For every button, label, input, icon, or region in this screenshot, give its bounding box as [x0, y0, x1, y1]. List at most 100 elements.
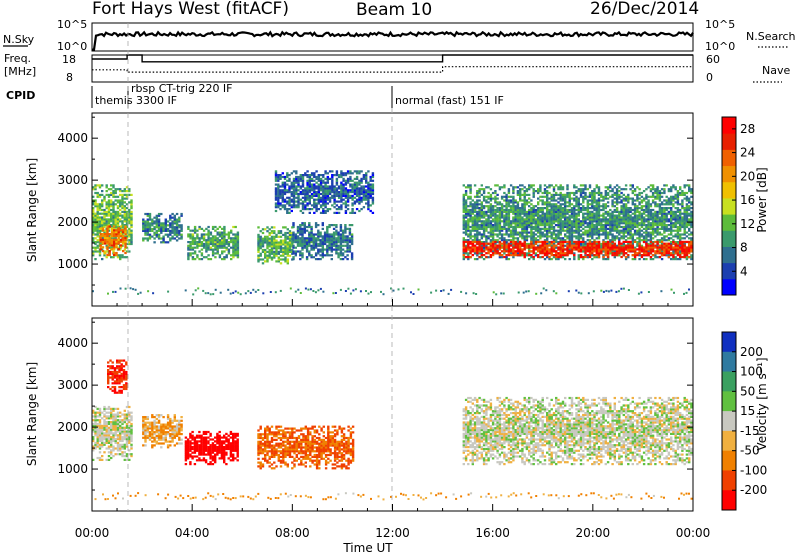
- range-gate-cell: [530, 208, 533, 212]
- range-gate-cell: [672, 239, 675, 242]
- range-gate-cell: [207, 244, 210, 247]
- range-gate-cell: [148, 222, 152, 225]
- range-gate-cell: [279, 174, 282, 177]
- range-gate-cell: [636, 233, 639, 236]
- range-gate-cell: [94, 186, 97, 189]
- range-gate-cell: [110, 244, 114, 247]
- range-gate-cell: [330, 244, 333, 247]
- range-gate-cell: [317, 192, 320, 196]
- range-gate-cell: [151, 229, 154, 232]
- range-gate-cell: [561, 207, 565, 210]
- range-gate-cell: [523, 235, 526, 238]
- range-gate-cell: [541, 216, 544, 219]
- range-gate-cell: [683, 229, 686, 232]
- range-gate-cell: [555, 235, 558, 238]
- range-gate-cell: [656, 190, 659, 193]
- range-gate-cell: [593, 190, 596, 193]
- range-gate-cell: [519, 184, 522, 187]
- range-gate-cell: [110, 214, 113, 217]
- range-gate-cell: [473, 229, 477, 232]
- range-gate-cell: [326, 246, 329, 249]
- range-gate-cell: [505, 199, 508, 202]
- range-gate-cell: [266, 243, 269, 246]
- range-gate-cell: [618, 222, 621, 225]
- range-gate-cell: [505, 241, 508, 244]
- range-gate-cell: [528, 193, 531, 196]
- range-gate-cell: [319, 177, 323, 180]
- range-gate-cell: [476, 254, 479, 257]
- range-gate-cell: [649, 224, 653, 227]
- range-gate-cell: [640, 244, 644, 247]
- range-gate-cell: [564, 199, 567, 202]
- range-gate-cell: [321, 224, 324, 227]
- range-gate-cell: [543, 239, 547, 242]
- range-gate-cell: [310, 196, 314, 199]
- range-gate-cell: [568, 218, 571, 221]
- range-gate-cell: [496, 208, 499, 212]
- range-gate-cell: [564, 233, 567, 236]
- range-gate-cell: [496, 227, 499, 230]
- range-gate-cell: [344, 225, 347, 229]
- range-gate-cell: [561, 256, 565, 259]
- range-gate-cell: [615, 203, 619, 206]
- range-gate-cell: [485, 239, 488, 242]
- range-gate-cell: [214, 244, 217, 247]
- range-gate-cell: [333, 192, 336, 196]
- range-gate-cell: [119, 199, 122, 202]
- range-gate-cell: [333, 200, 336, 203]
- range-gate-cell: [688, 208, 691, 212]
- range-gate-cell: [110, 220, 113, 223]
- range-gate-cell: [119, 218, 122, 221]
- range-gate-cell: [636, 199, 639, 202]
- range-gate-cell: [681, 216, 684, 219]
- range-gate-cell: [160, 212, 163, 216]
- range-gate-cell: [681, 224, 684, 227]
- range-gate-cell: [342, 183, 345, 186]
- range-gate-cell: [180, 214, 183, 217]
- range-gate-cell: [173, 226, 176, 229]
- range-gate-cell: [507, 218, 511, 221]
- range-gate-cell: [555, 224, 558, 227]
- range-gate-cell: [541, 212, 544, 215]
- range-gate-cell: [232, 254, 235, 257]
- range-gate-cell: [516, 252, 520, 255]
- range-gate-cell: [559, 233, 562, 236]
- range-gate-cell: [130, 214, 133, 217]
- range-gate-cell: [473, 207, 477, 210]
- range-gate-cell: [649, 237, 653, 240]
- range-gate-cell: [491, 205, 495, 208]
- range-gate-cell: [303, 229, 306, 232]
- range-gate-cell: [573, 199, 576, 202]
- range-gate-cell: [180, 224, 183, 227]
- range-gate-cell: [142, 239, 145, 242]
- range-gate-cell: [514, 207, 517, 210]
- range-gate-cell: [597, 233, 601, 236]
- range-gate-cell: [98, 208, 102, 212]
- range-gate-cell: [555, 246, 558, 249]
- range-gate-cell: [546, 186, 549, 189]
- range-gate-cell: [205, 244, 208, 247]
- range-gate-cell: [613, 218, 616, 221]
- range-gate-cell: [521, 229, 524, 232]
- range-gate-cell: [323, 237, 327, 240]
- range-gate-cell: [305, 241, 309, 244]
- range-gate-cell: [360, 192, 363, 196]
- range-gate-cell: [164, 229, 167, 232]
- range-gate-cell: [304, 196, 307, 199]
- range-gate-cell: [473, 246, 477, 249]
- range-gate-cell: [638, 207, 641, 210]
- range-gate-cell: [487, 218, 490, 221]
- range-gate-cell: [496, 216, 499, 219]
- range-gate-cell: [575, 199, 578, 202]
- range-gate-cell: [591, 224, 594, 227]
- range-gate-cell: [654, 214, 657, 217]
- range-gate-cell: [485, 241, 488, 244]
- range-gate-cell: [196, 235, 199, 238]
- range-gate-cell: [618, 201, 621, 204]
- range-gate-cell: [559, 218, 562, 221]
- range-gate-cell: [656, 195, 659, 198]
- range-gate-cell: [532, 190, 535, 193]
- range-gate-cell: [117, 238, 120, 241]
- range-gate-cell: [672, 252, 675, 255]
- range-gate-cell: [658, 208, 662, 212]
